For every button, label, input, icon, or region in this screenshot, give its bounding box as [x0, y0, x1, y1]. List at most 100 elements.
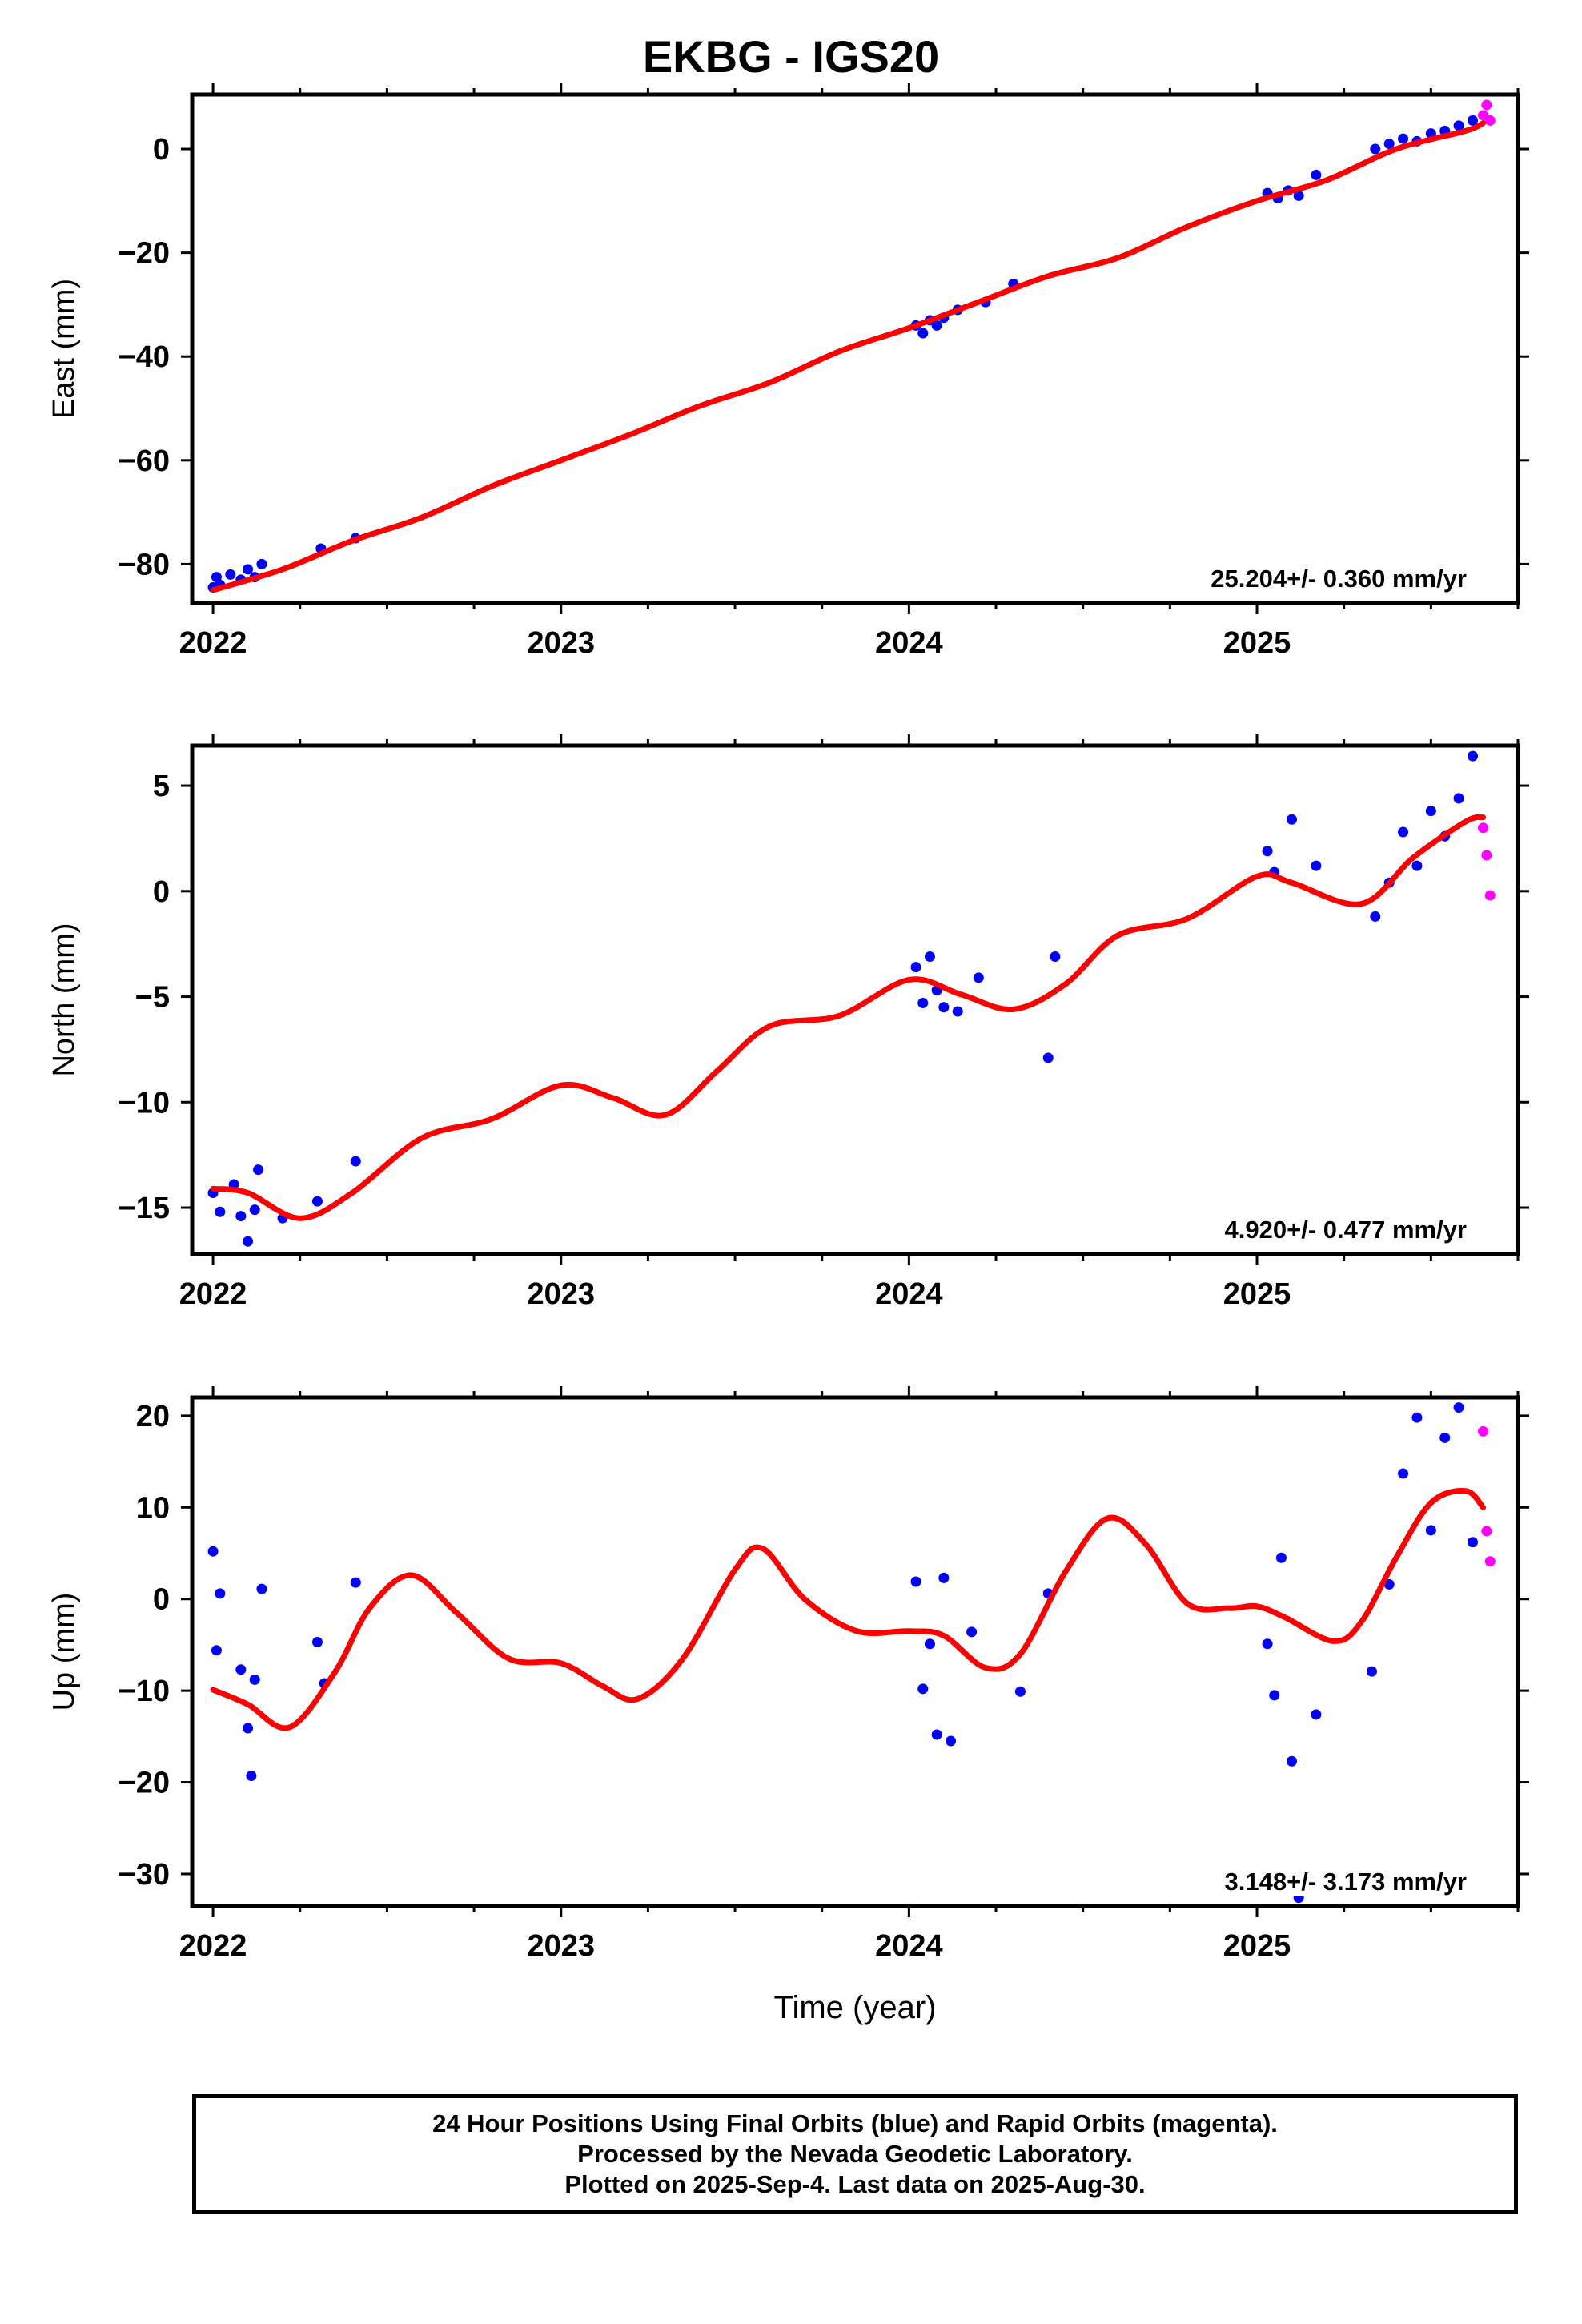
y-tick-label: −60 — [118, 444, 170, 478]
final-orbit-point — [311, 1636, 323, 1647]
panel-up: 2022 2023 2024 2025 20 10 0 −10 −20 −30 Up (mm) Tim… — [47, 1386, 1529, 2025]
final-orbit-point — [1014, 1686, 1026, 1697]
final-orbit-point — [211, 572, 222, 583]
final-orbit-point — [917, 328, 929, 339]
final-orbit-point — [243, 1723, 254, 1734]
final-orbit-point — [253, 1164, 264, 1176]
y-tick-label: −5 — [135, 981, 170, 1015]
final-orbit-point — [243, 1236, 254, 1247]
final-orbit-point — [1311, 860, 1322, 871]
final-orbit-point — [1366, 1666, 1377, 1677]
caption-box: 24 Hour Positions Using Final Orbits (bl… — [192, 2094, 1518, 2214]
final-orbit-point — [1425, 806, 1436, 817]
y-tick-label: 0 — [153, 875, 170, 909]
velocity-annotation: 4.920+/- 0.477 mm/yr — [1214, 1212, 1502, 1244]
rapid-orbit-point — [1481, 99, 1492, 111]
caption-line-1: 24 Hour Positions Using Final Orbits (bl… — [432, 2109, 1278, 2137]
final-orbit-point — [966, 1626, 978, 1638]
final-orbit-point — [931, 320, 942, 331]
final-orbit-point — [917, 997, 929, 1008]
plot-frame — [190, 92, 1520, 605]
y-tick-label: 5 — [153, 770, 170, 803]
final-orbit-point — [910, 1576, 921, 1587]
x-tick-label: 2022 — [179, 1277, 247, 1311]
final-orbit-point — [215, 1206, 226, 1217]
velocity-label: 3.148+/- 3.173 mm/yr — [1225, 1868, 1467, 1896]
final-orbit-point — [249, 1204, 260, 1216]
panel-north: 2022 2023 2024 2025 5 0 −5 −10 −15 North (mm) 4.92… — [47, 734, 1529, 1311]
y-tick-label: −10 — [118, 1086, 170, 1120]
rapid-orbit-point — [1478, 1425, 1489, 1437]
rapid-orbit-point — [1478, 822, 1489, 834]
plot-frame — [190, 743, 1520, 1256]
x-tick-label: 2025 — [1223, 626, 1291, 660]
final-orbit-point — [952, 1006, 963, 1017]
final-orbit-point — [350, 1156, 361, 1167]
final-orbit-point — [1269, 1690, 1280, 1701]
rapid-orbit-point — [1484, 890, 1496, 901]
velocity-annotation: 3.148+/- 3.173 mm/yr — [1214, 1864, 1502, 1896]
final-orbit-point — [931, 1729, 942, 1740]
caption-line-3: Plotted on 2025-Sep-4. Last data on 2025… — [564, 2170, 1146, 2198]
final-orbit-point — [938, 1002, 950, 1013]
chart-title: EKBG - IGS20 — [642, 31, 940, 82]
final-orbit-point — [1311, 1709, 1322, 1720]
x-tick-label: 2024 — [875, 626, 943, 660]
y-tick-label: 0 — [153, 133, 170, 167]
final-orbit-point — [1425, 1525, 1436, 1536]
panel-east: 2022 2023 2024 2025 0 −20 −40 −60 −80 East (mm) 25… — [47, 83, 1529, 660]
final-orbit-point — [1398, 133, 1409, 144]
y-axis-label: Up (mm) — [47, 1593, 81, 1711]
final-orbit-point — [1262, 1638, 1273, 1650]
final-orbit-point — [1467, 115, 1478, 126]
x-tick-label: 2023 — [527, 1277, 595, 1311]
final-orbit-point — [1370, 911, 1381, 922]
final-orbit-point — [1411, 860, 1423, 871]
y-tick-label: 10 — [136, 1491, 170, 1525]
trend-curve — [210, 120, 1487, 593]
y-tick-label: −10 — [118, 1675, 170, 1708]
final-orbit-point — [1398, 1468, 1409, 1479]
x-tick-label: 2024 — [875, 1277, 943, 1311]
final-orbit-point — [1398, 826, 1409, 838]
final-orbit-point — [1453, 1402, 1464, 1413]
final-orbit-point — [1453, 793, 1464, 804]
x-tick-label: 2023 — [527, 626, 595, 660]
final-orbit-point — [225, 569, 236, 580]
final-orbit-point — [924, 951, 935, 962]
velocity-label: 4.920+/- 0.477 mm/yr — [1225, 1216, 1467, 1244]
final-orbit-point — [938, 1572, 950, 1583]
y-tick-label: −20 — [118, 237, 170, 271]
final-orbit-point — [1383, 139, 1395, 150]
final-orbit-point — [243, 564, 254, 575]
plot-frame — [190, 1395, 1520, 1908]
final-orbit-point — [1275, 1552, 1287, 1563]
final-orbit-point — [350, 1577, 361, 1588]
y-tick-label: −80 — [118, 548, 170, 581]
x-axis-label: Time (year) — [774, 1990, 937, 2025]
final-orbit-point — [211, 1645, 222, 1656]
final-orbit-point — [1286, 1755, 1297, 1767]
caption-line-2: Processed by the Nevada Geodetic Laborat… — [577, 2140, 1133, 2168]
final-orbit-point — [1411, 1412, 1423, 1423]
final-orbit-point — [1467, 750, 1478, 762]
x-tick-label: 2022 — [179, 1929, 247, 1963]
y-tick-label: −40 — [118, 340, 170, 374]
final-orbit-point — [249, 1674, 260, 1685]
rapid-orbit-point — [1484, 1556, 1496, 1567]
trend-curve — [210, 1487, 1487, 1731]
final-orbit-point — [246, 1771, 257, 1782]
final-orbit-point — [1042, 1052, 1054, 1063]
final-orbit-point — [256, 1583, 267, 1594]
final-orbit-point — [1262, 846, 1273, 857]
rapid-orbit-point — [1484, 115, 1496, 126]
final-orbit-point — [1311, 169, 1322, 180]
velocity-annotation: 25.204+/- 0.360 mm/yr — [1211, 561, 1502, 593]
x-tick-label: 2025 — [1223, 1277, 1291, 1311]
final-orbit-point — [973, 972, 984, 983]
velocity-annotation-bg — [1214, 1864, 1502, 1896]
x-tick-label: 2022 — [179, 626, 247, 660]
final-orbit-point — [1467, 1537, 1478, 1548]
final-orbit-point — [917, 1683, 929, 1695]
